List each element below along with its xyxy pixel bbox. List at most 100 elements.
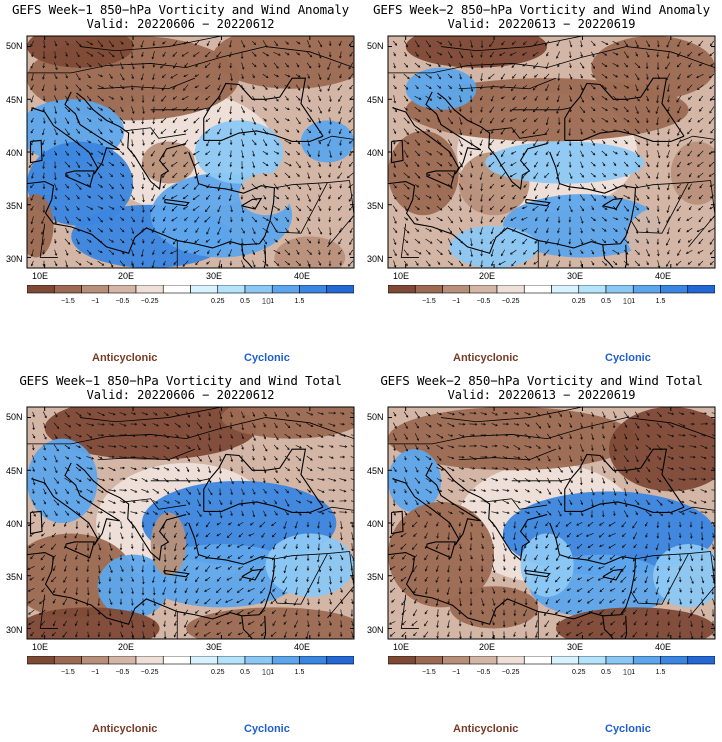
wind-arrow-head: [538, 512, 541, 516]
wind-arrow-head: [480, 55, 483, 58]
wind-arrow: [219, 422, 222, 430]
wind-arrow: [97, 423, 105, 426]
wind-arrow: [295, 161, 301, 168]
wind-arrow-head: [218, 153, 221, 157]
wind-arrow: [569, 150, 572, 157]
wind-arrow-head: [401, 634, 404, 638]
wind-arrow-head: [194, 85, 198, 88]
wind-arrow-head: [348, 208, 352, 211]
wind-arrow: [697, 227, 704, 232]
wind-arrow-head: [111, 44, 114, 48]
wind-arrow-head: [75, 592, 79, 596]
wind-arrow-head: [306, 546, 310, 550]
wind-arrow: [284, 565, 287, 573]
wind-arrow-head: [534, 98, 538, 102]
wind-arrow-head: [343, 489, 347, 493]
wind-arrow-head: [276, 437, 279, 441]
wind-arrow-head: [417, 176, 421, 179]
wind-arrow-head: [604, 64, 608, 68]
wind-arrow-head: [533, 119, 537, 123]
wind-arrow-head: [624, 493, 628, 497]
wind-arrow: [557, 466, 563, 473]
wind-arrow-head: [348, 219, 352, 223]
wind-arrow: [666, 40, 670, 48]
wind-arrow-head: [42, 252, 46, 255]
wind-arrow: [667, 139, 670, 147]
wind-arrow-head: [252, 457, 255, 461]
wind-arrow: [491, 95, 494, 102]
wind-arrow: [470, 194, 472, 201]
wind-arrow-head: [240, 56, 244, 60]
wind-arrow: [52, 631, 57, 636]
wind-arrow-head: [249, 523, 253, 526]
wind-arrow-head: [228, 254, 231, 257]
wind-arrow: [338, 106, 342, 114]
wind-arrow: [546, 117, 549, 125]
wind-arrow: [241, 150, 244, 158]
wind-arrow-head: [440, 109, 443, 112]
wind-arrow-head: [587, 545, 591, 549]
wind-arrow-head: [52, 524, 56, 527]
wind-arrow-head: [151, 132, 154, 136]
wind-arrow-head: [295, 612, 298, 616]
wind-arrow: [532, 128, 539, 134]
wind-arrow-head: [416, 263, 419, 266]
wind-arrow-head: [500, 184, 504, 188]
wind-arrow-head: [339, 580, 343, 584]
wind-arrow-head: [577, 599, 581, 603]
wind-arrow-head: [188, 492, 191, 495]
panel-valid-date: Valid: 20220606 − 20220612: [86, 388, 275, 402]
wind-arrow-head: [548, 436, 551, 440]
wind-arrow: [513, 466, 519, 471]
wind-arrow-head: [332, 488, 336, 492]
wind-arrow-head: [591, 459, 594, 463]
wind-arrow: [414, 172, 421, 179]
wind-arrow-head: [194, 141, 197, 145]
wind-arrow: [459, 554, 462, 561]
wind-arrow-head: [534, 613, 538, 616]
wind-arrow-head: [54, 88, 57, 91]
wind-arrow-head: [657, 76, 660, 80]
wind-arrow: [183, 206, 189, 210]
wind-arrow: [511, 184, 517, 187]
wind-arrow-head: [255, 186, 258, 190]
wind-arrow-head: [41, 88, 45, 92]
wind-arrow-head: [603, 229, 607, 232]
wind-arrow-head: [122, 466, 126, 470]
wind-arrow-head: [184, 175, 187, 178]
wind-arrow-head: [205, 174, 209, 178]
wind-arrow: [425, 107, 431, 110]
wind-arrow-head: [263, 424, 266, 428]
wind-arrow: [351, 631, 354, 638]
wind-arrow: [252, 260, 256, 268]
wind-arrow-head: [270, 601, 273, 604]
wind-arrow: [337, 172, 343, 179]
wind-arrow-head: [275, 108, 279, 112]
wind-arrow: [251, 183, 258, 190]
wind-arrow-head: [459, 152, 463, 156]
wind-arrow: [32, 455, 36, 463]
wind-arrow: [262, 128, 268, 135]
wind-arrow-head: [216, 522, 220, 526]
wind-arrow-head: [524, 602, 528, 606]
wind-arrow: [274, 411, 277, 417]
wind-arrow-head: [423, 635, 426, 638]
wind-arrow: [120, 217, 124, 221]
wind-arrow-head: [505, 456, 508, 460]
wind-arrow-head: [588, 568, 591, 571]
wind-arrow: [153, 117, 155, 124]
wind-arrow-head: [120, 634, 124, 638]
wind-arrow: [403, 227, 410, 234]
wind-arrow-head: [512, 97, 515, 101]
wind-arrow: [458, 260, 464, 266]
wind-arrow-head: [579, 482, 583, 486]
wind-arrow: [569, 477, 573, 483]
wind-arrow: [534, 521, 538, 529]
wind-arrow-head: [241, 155, 245, 159]
wind-arrow: [171, 107, 178, 111]
wind-arrow: [580, 161, 584, 168]
wind-arrow: [329, 150, 332, 158]
wind-arrow: [141, 227, 144, 233]
country-border: [679, 506, 715, 513]
wind-arrow: [52, 554, 56, 560]
